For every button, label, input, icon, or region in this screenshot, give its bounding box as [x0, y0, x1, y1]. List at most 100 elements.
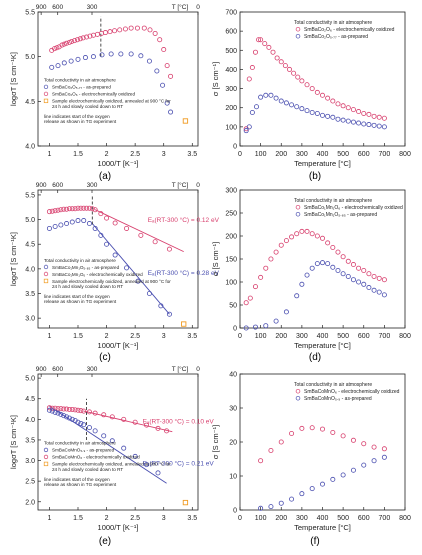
legend-text-line: 24 h and slowly cooled down to RT — [52, 104, 123, 109]
data-point — [356, 120, 362, 126]
data-point — [141, 25, 147, 31]
data-point — [319, 426, 325, 432]
plot-frame — [37, 373, 199, 511]
data-point — [78, 408, 84, 414]
data-point — [80, 35, 86, 41]
legend-marker — [43, 271, 49, 277]
data-point — [325, 113, 331, 119]
data-point — [161, 47, 167, 53]
data-point — [108, 51, 114, 57]
data-point — [55, 63, 61, 69]
activation-energy-label: Eₐ(RT-300 °C) = 0.21 eV — [143, 459, 215, 467]
data-point — [61, 41, 67, 47]
data-point — [104, 215, 110, 221]
data-point — [64, 406, 70, 412]
x-tick-label: 500 — [337, 515, 349, 522]
data-point — [286, 66, 292, 72]
legend-text-line: release as shown in TG experiment — [44, 119, 117, 124]
data-point — [330, 244, 336, 250]
data-point — [66, 39, 72, 45]
y-tick-label: 40 — [229, 372, 237, 379]
x-tick-label: 300 — [296, 333, 308, 340]
svg-text:(b): (b) — [309, 171, 321, 182]
data-point — [104, 241, 110, 247]
legend-marker — [43, 98, 49, 104]
data-point — [81, 422, 87, 428]
data-point — [381, 454, 387, 460]
data-point — [118, 51, 124, 57]
data-point — [294, 231, 300, 237]
data-point — [81, 218, 87, 224]
data-point — [68, 58, 74, 64]
data-point — [72, 206, 78, 212]
x-tick-label: 100 — [255, 151, 267, 158]
data-point — [325, 261, 331, 267]
legend-text: SmBaCo₁Mn₁O₅.₈₅ - as-prepared — [52, 265, 120, 270]
legend-text: Sample electrochemically oxidized, annea… — [52, 462, 171, 472]
data-point — [160, 82, 166, 88]
data-point — [121, 445, 127, 451]
legend-text: SmBaCo₁Mn₁O₅.₈₅ - as-prepared — [304, 212, 377, 218]
x-tick-label: 3 — [162, 515, 166, 522]
data-point — [109, 414, 115, 420]
data-point — [340, 103, 346, 109]
data-point — [291, 70, 297, 76]
data-point — [319, 92, 325, 98]
data-point — [345, 105, 351, 111]
legend-text: SmBaCo₁Mn₁O₆ - electrochemically oxidize… — [304, 205, 403, 211]
data-point — [166, 311, 172, 317]
y-tick-label: 0 — [233, 326, 237, 333]
data-point — [124, 265, 130, 271]
x-axis-label: 1000/T [K⁻¹] — [98, 159, 139, 168]
top-tick-label: 900 — [36, 366, 47, 373]
data-point — [49, 64, 55, 70]
data-point — [304, 272, 310, 278]
x-tick-label: 2 — [105, 333, 109, 340]
legend: Total conductivity in air atmosphereSmBa… — [294, 382, 400, 402]
data-point — [381, 446, 387, 452]
data-point — [283, 238, 289, 244]
data-point — [78, 420, 84, 426]
y-tick-label: 3.5 — [25, 291, 35, 298]
y-tick-label: 50 — [229, 303, 237, 310]
legend-marker — [43, 91, 49, 97]
data-point — [289, 496, 295, 502]
data-point — [168, 109, 174, 115]
legend-text: SmBaCo₁Mn₁O₆ - electrochemically oxidize… — [52, 272, 143, 277]
data-point — [81, 408, 87, 414]
fit-line — [83, 410, 173, 433]
data-point — [243, 325, 249, 331]
data-point — [249, 110, 255, 116]
data-point — [84, 34, 90, 40]
activation-energy-label: Eₐ(RT-300 °C) = 0.28 eV — [148, 269, 220, 277]
legend-text: SmBaCoMnO₅.₉ - as-prepared — [52, 448, 115, 453]
data-point — [59, 42, 65, 48]
x-tick-label: 3 — [162, 333, 166, 340]
svg-text:(f): (f) — [310, 536, 319, 547]
legend-marker — [43, 447, 49, 453]
data-point — [58, 406, 64, 412]
y-axis-label: logσT [S cm⁻¹K] — [9, 415, 18, 469]
y-tick-label: 250 — [225, 211, 237, 218]
data-point — [66, 206, 72, 212]
data-point — [121, 416, 127, 422]
chart-panel-f: 0 100 200 300 400 500 600 700 800 0 10 20 30 40 Temper… — [211, 372, 411, 533]
data-point — [146, 58, 152, 64]
data-point — [361, 281, 367, 287]
data-point — [87, 33, 93, 39]
top-tick-label: 0 — [196, 366, 200, 373]
data-point — [371, 113, 377, 119]
data-point — [294, 293, 300, 299]
data-point — [102, 30, 108, 36]
data-point — [282, 63, 288, 69]
data-point — [263, 92, 269, 98]
x-tick-label: 400 — [317, 515, 329, 522]
data-point — [58, 222, 64, 228]
top-tick-label: 0 — [196, 4, 200, 11]
data-point — [74, 37, 80, 43]
data-point — [152, 239, 158, 245]
x-tick-label: 600 — [358, 151, 370, 158]
data-point — [75, 205, 81, 211]
legend: Total conductivity in air atmosphereSmBa… — [294, 198, 403, 218]
